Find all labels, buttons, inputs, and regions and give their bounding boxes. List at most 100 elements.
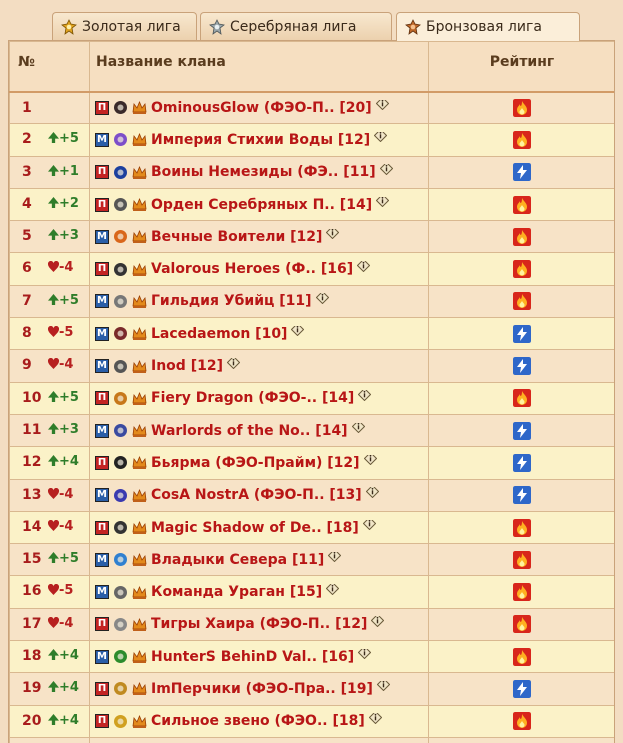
- lightning-element-icon: [513, 486, 531, 505]
- crown-icon: [132, 650, 147, 664]
- clan-name-link[interactable]: Орден Серебряных П.. [14]: [151, 196, 373, 213]
- rank-change: +2: [48, 196, 79, 211]
- rank-number: 3: [22, 163, 32, 180]
- info-icon[interactable]: [315, 293, 329, 304]
- rank-change-value: -4: [59, 518, 74, 534]
- clan-name-link[interactable]: Fiery Dragon (ФЭО-.. [14]: [151, 390, 355, 407]
- clan-cell: П Valorous Heroes (Ф.. [16]: [89, 252, 429, 286]
- info-icon[interactable]: [328, 551, 342, 563]
- clan-name-link[interactable]: Inod [12]: [151, 358, 223, 375]
- clan-name-link[interactable]: Magic Shadow of De.. [18]: [151, 519, 359, 536]
- rank-change-value: +5: [59, 292, 79, 308]
- clan-name-link[interactable]: HunterS BehinD Val.. [16]: [151, 648, 355, 665]
- rank-number: 13: [22, 486, 42, 503]
- rank-number: 11: [22, 421, 42, 438]
- element-cell: [428, 640, 614, 674]
- clan-name-link[interactable]: Бьярма (ФЭО-Прайм) [12]: [151, 454, 360, 471]
- element-cell: [428, 155, 614, 189]
- faction-badge: П: [95, 262, 109, 277]
- silver-emblem-icon: [209, 18, 225, 35]
- clan-emblem-icon: [114, 294, 127, 308]
- header-rating: Рейтинг: [428, 41, 614, 92]
- crown-icon: [132, 585, 147, 599]
- faction-badge: П: [95, 455, 109, 470]
- rank-cell: 12 +4: [9, 446, 90, 480]
- info-icon[interactable]: [362, 519, 376, 531]
- crown-icon: [132, 197, 147, 212]
- info-icon[interactable]: [375, 99, 389, 111]
- clan-name-link[interactable]: Владыки Севера [11]: [151, 551, 325, 568]
- info-icon[interactable]: [326, 584, 340, 595]
- info-icon[interactable]: [371, 616, 385, 627]
- clan-cell: М Гильдия Убийц [11]: [89, 284, 429, 319]
- tab-label: Золотая лига: [82, 18, 181, 35]
- clan-name-link[interactable]: Воины Немезиды (ФЭ.. [11]: [151, 164, 376, 181]
- clan-name-link[interactable]: Тигры Хаира (ФЭО-П.. [12]: [151, 616, 368, 633]
- tab-bronze-league[interactable]: Бронзовая лига: [396, 12, 580, 41]
- info-icon[interactable]: [351, 422, 365, 434]
- clan-emblem-icon: [114, 617, 127, 631]
- info-icon[interactable]: [374, 131, 388, 143]
- clan-name-link[interactable]: Империя Стихии Воды [12]: [151, 131, 371, 148]
- rank-cell: 18 +4: [9, 640, 90, 674]
- rank-change: +4: [48, 648, 79, 663]
- fire-element-icon: [513, 195, 531, 214]
- element-cell: [428, 252, 614, 286]
- info-icon[interactable]: [291, 325, 305, 337]
- fire-element-icon: [513, 518, 531, 537]
- clan-name-link[interactable]: CosA NostrA (ФЭО-П.. [13]: [151, 487, 362, 504]
- rank-change-value: +3: [59, 421, 79, 437]
- info-icon[interactable]: [368, 713, 382, 724]
- clan-emblem-icon: [114, 165, 127, 179]
- info-icon[interactable]: [326, 228, 340, 240]
- clan-name-link[interactable]: Сильное звено (ФЭО.. [18]: [151, 713, 365, 730]
- tab-gold-league[interactable]: Золотая лига: [52, 12, 197, 40]
- clan-cell: П Бьярма (ФЭО-Прайм) [12]: [89, 446, 429, 480]
- tab-silver-league[interactable]: Серебряная лига: [200, 12, 392, 40]
- rank-change-value: +5: [59, 389, 79, 405]
- clan-name-link[interactable]: OminousGlow (ФЭО-П.. [20]: [151, 99, 372, 116]
- clan-name-link[interactable]: Warlords of the No.. [14]: [151, 422, 348, 439]
- info-icon[interactable]: [363, 454, 377, 466]
- clan-name-link[interactable]: Вечные Воители [12]: [151, 228, 323, 245]
- info-icon[interactable]: [358, 390, 372, 401]
- clan-emblem-icon: [114, 456, 127, 470]
- rank-change-value: -4: [59, 357, 74, 373]
- faction-badge: П: [95, 165, 109, 180]
- rank-cell: 13 -4: [9, 478, 90, 512]
- rank-number: 14: [22, 518, 42, 535]
- element-cell: [428, 672, 614, 706]
- clan-name-link[interactable]: ImПерчики (ФЭО-Пра.. [19]: [151, 680, 373, 697]
- info-icon[interactable]: [357, 261, 371, 272]
- clan-name-link[interactable]: Lacedaemon [10]: [151, 325, 288, 342]
- info-icon[interactable]: [376, 680, 390, 692]
- element-cell: [428, 478, 614, 512]
- fire-element-icon: [513, 550, 531, 569]
- element-cell: [428, 575, 614, 609]
- clan-cell: М Команда Ураган [15]: [89, 575, 429, 609]
- info-icon[interactable]: [376, 196, 390, 208]
- info-icon[interactable]: [358, 648, 372, 660]
- clan-name-link[interactable]: Команда Ураган [15]: [151, 584, 323, 601]
- faction-badge: М: [95, 294, 109, 309]
- info-icon[interactable]: [379, 164, 393, 175]
- crown-icon: [132, 359, 147, 373]
- rank-change-value: -4: [59, 615, 74, 631]
- info-icon[interactable]: [226, 358, 240, 369]
- rank-number: 5: [22, 228, 32, 245]
- rank-number: 7: [22, 292, 32, 309]
- rank-number: 20: [22, 712, 42, 729]
- clan-name-link[interactable]: Valorous Heroes (Ф.. [16]: [151, 261, 354, 278]
- faction-badge: М: [95, 326, 109, 341]
- clan-name-link[interactable]: Гильдия Убийц [11]: [151, 293, 312, 310]
- lightning-element-icon: [513, 679, 531, 698]
- clan-cell: П Сильное звено (ФЭО.. [18]: [89, 704, 429, 738]
- info-icon[interactable]: [365, 487, 379, 498]
- crown-icon: [132, 294, 147, 308]
